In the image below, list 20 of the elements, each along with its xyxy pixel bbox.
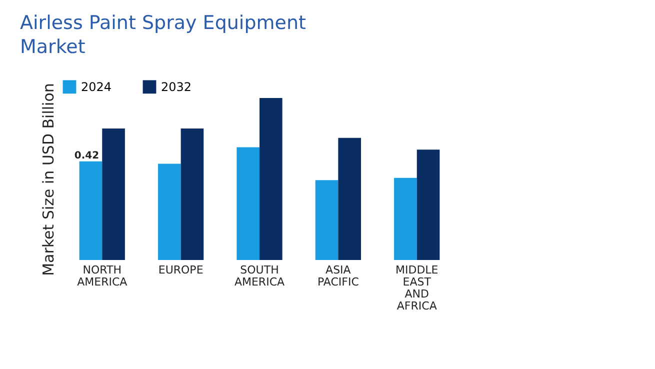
y-axis-title: Market Size in USD Billion — [40, 83, 58, 276]
legend-label: 2032 — [161, 80, 192, 94]
bar — [260, 98, 282, 260]
x-tick-label: NORTH AMERICA — [77, 264, 128, 288]
bar — [79, 161, 102, 260]
bar — [394, 178, 417, 260]
bar — [158, 164, 181, 260]
bar — [315, 180, 338, 260]
x-tick-label: ASIA PACIFIC — [317, 264, 360, 288]
bar — [416, 150, 440, 260]
bar — [102, 128, 125, 260]
bar — [338, 138, 362, 260]
bar — [180, 128, 204, 260]
data-label: 0.42 — [74, 150, 100, 162]
bar — [236, 147, 260, 260]
x-tick-label: EUROPE — [158, 264, 204, 276]
x-tick-label: MIDDLE EAST AND AFRICA — [395, 264, 438, 312]
x-tick-label: SOUTH AMERICA — [234, 264, 285, 288]
legend-label: 2024 — [81, 80, 112, 94]
chart-title: Airless Paint Spray Equipment Market — [20, 12, 306, 58]
